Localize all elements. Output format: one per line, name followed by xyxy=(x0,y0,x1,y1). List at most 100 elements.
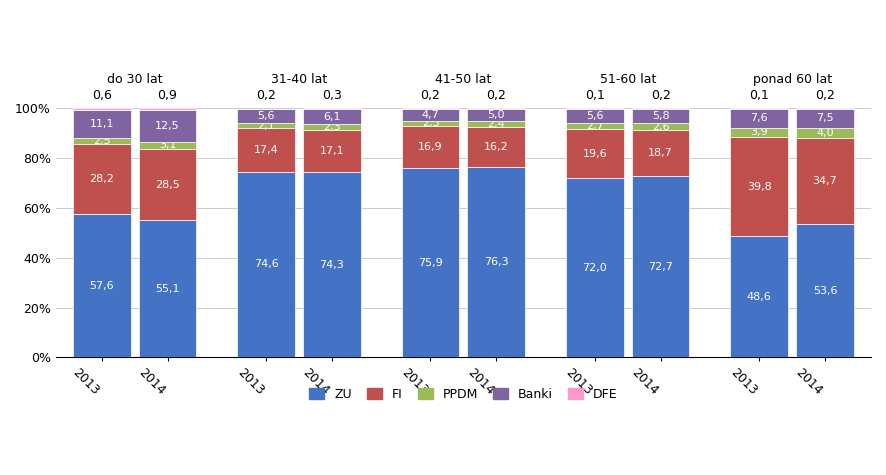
Text: 4,0: 4,0 xyxy=(816,128,834,138)
Bar xyxy=(73,110,130,138)
Text: do 30 lat: do 30 lat xyxy=(107,73,162,86)
Text: 6,1: 6,1 xyxy=(323,112,340,122)
Bar xyxy=(139,110,197,142)
Text: 2,1: 2,1 xyxy=(257,121,275,131)
Text: 19,6: 19,6 xyxy=(583,149,607,159)
Text: 2,3: 2,3 xyxy=(323,122,341,132)
Bar xyxy=(139,220,197,357)
Text: 51-60 lat: 51-60 lat xyxy=(600,73,656,86)
Text: 5,6: 5,6 xyxy=(587,111,603,121)
Text: 5,8: 5,8 xyxy=(652,111,670,121)
Text: 17,1: 17,1 xyxy=(320,146,344,156)
Bar xyxy=(797,138,854,224)
Text: 74,6: 74,6 xyxy=(253,259,278,269)
Bar xyxy=(468,109,525,121)
Bar xyxy=(303,108,361,109)
Text: 0,9: 0,9 xyxy=(158,89,177,102)
Text: 7,5: 7,5 xyxy=(816,113,834,123)
Text: 18,7: 18,7 xyxy=(649,148,673,158)
Bar xyxy=(237,128,295,171)
Bar xyxy=(401,109,459,121)
Text: 0,2: 0,2 xyxy=(421,89,440,102)
Bar xyxy=(730,109,788,128)
Bar xyxy=(632,176,689,357)
Legend: ZU, FI, PPDM, Banki, DFE: ZU, FI, PPDM, Banki, DFE xyxy=(304,383,623,406)
Bar xyxy=(468,127,525,167)
Text: 39,8: 39,8 xyxy=(747,182,772,192)
Text: 72,0: 72,0 xyxy=(582,263,607,273)
Text: 28,5: 28,5 xyxy=(155,180,180,190)
Bar xyxy=(797,224,854,357)
Bar xyxy=(730,128,788,137)
Bar xyxy=(237,123,295,128)
Bar xyxy=(632,124,689,130)
Bar xyxy=(468,121,525,127)
Bar xyxy=(632,109,689,124)
Bar xyxy=(139,142,197,149)
Text: 3,9: 3,9 xyxy=(750,127,768,137)
Text: 16,9: 16,9 xyxy=(418,142,443,152)
Text: 41-50 lat: 41-50 lat xyxy=(435,73,492,86)
Bar xyxy=(797,128,854,138)
Bar xyxy=(566,109,624,123)
Text: 5,0: 5,0 xyxy=(487,110,505,120)
Text: 0,3: 0,3 xyxy=(322,89,342,102)
Bar xyxy=(237,171,295,357)
Bar xyxy=(303,124,361,130)
Bar xyxy=(797,108,854,109)
Bar xyxy=(139,108,197,110)
Text: 48,6: 48,6 xyxy=(747,292,772,302)
Bar xyxy=(73,108,130,110)
Text: 0,1: 0,1 xyxy=(750,89,769,102)
Text: 53,6: 53,6 xyxy=(812,285,837,295)
Bar xyxy=(73,144,130,214)
Bar xyxy=(401,126,459,169)
Bar xyxy=(73,214,130,357)
Text: 74,3: 74,3 xyxy=(320,260,345,270)
Text: 2,3: 2,3 xyxy=(422,118,439,128)
Text: 2,5: 2,5 xyxy=(93,136,111,146)
Bar xyxy=(73,138,130,144)
Bar xyxy=(566,123,624,129)
Bar xyxy=(139,149,197,220)
Text: 31-40 lat: 31-40 lat xyxy=(271,73,327,86)
Text: 5,6: 5,6 xyxy=(257,111,275,121)
Text: 4,7: 4,7 xyxy=(422,110,439,120)
Text: 2,4: 2,4 xyxy=(487,119,505,129)
Text: 0,6: 0,6 xyxy=(92,89,112,102)
Text: 75,9: 75,9 xyxy=(418,258,443,268)
Text: 55,1: 55,1 xyxy=(155,284,180,294)
Text: 34,7: 34,7 xyxy=(812,176,837,186)
Text: 17,4: 17,4 xyxy=(253,145,278,155)
Bar xyxy=(468,108,525,109)
Bar xyxy=(401,108,459,109)
Text: 2,7: 2,7 xyxy=(586,121,603,131)
Bar xyxy=(797,109,854,128)
Text: 11,1: 11,1 xyxy=(89,119,114,129)
Bar xyxy=(730,237,788,357)
Text: 2,6: 2,6 xyxy=(652,122,670,132)
Bar xyxy=(237,109,295,123)
Bar xyxy=(730,137,788,237)
Text: 28,2: 28,2 xyxy=(89,174,114,184)
Bar xyxy=(566,129,624,178)
Text: 16,2: 16,2 xyxy=(484,142,509,152)
Text: 0,2: 0,2 xyxy=(256,89,276,102)
Text: 72,7: 72,7 xyxy=(649,262,673,272)
Bar xyxy=(632,130,689,176)
Bar xyxy=(303,109,361,124)
Bar xyxy=(303,130,361,172)
Bar xyxy=(632,108,689,109)
Text: 76,3: 76,3 xyxy=(484,257,509,267)
Bar xyxy=(566,178,624,357)
Text: ponad 60 lat: ponad 60 lat xyxy=(752,73,832,86)
Text: 7,6: 7,6 xyxy=(750,113,768,123)
Bar xyxy=(303,172,361,357)
Text: 0,2: 0,2 xyxy=(650,89,671,102)
Bar xyxy=(401,169,459,357)
Text: 57,6: 57,6 xyxy=(89,281,114,291)
Text: 0,1: 0,1 xyxy=(585,89,605,102)
Text: 3,1: 3,1 xyxy=(159,141,176,151)
Text: 0,2: 0,2 xyxy=(486,89,506,102)
Text: 0,2: 0,2 xyxy=(815,89,835,102)
